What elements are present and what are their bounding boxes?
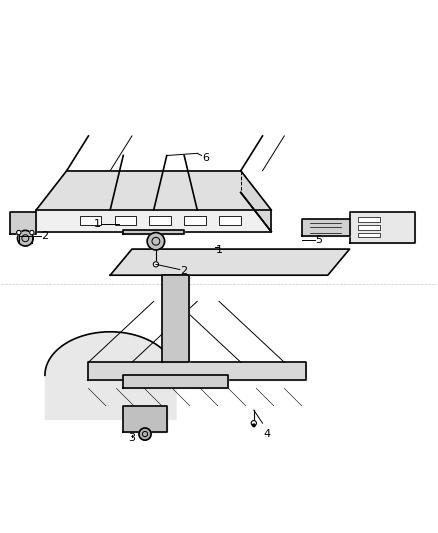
Bar — [219, 216, 241, 225]
Circle shape — [18, 230, 33, 246]
Circle shape — [30, 230, 34, 235]
Bar — [358, 232, 380, 237]
Polygon shape — [36, 210, 271, 232]
Polygon shape — [162, 275, 188, 362]
Circle shape — [147, 232, 165, 250]
Polygon shape — [241, 171, 271, 232]
Text: 6: 6 — [202, 152, 209, 163]
Polygon shape — [350, 212, 415, 243]
Polygon shape — [110, 249, 350, 275]
Polygon shape — [302, 219, 350, 236]
Circle shape — [253, 424, 255, 426]
Text: 2: 2 — [180, 266, 188, 276]
Polygon shape — [10, 212, 36, 234]
Bar — [358, 217, 380, 222]
Polygon shape — [123, 230, 184, 234]
Bar — [115, 216, 136, 225]
Text: 4: 4 — [263, 429, 270, 439]
Polygon shape — [123, 406, 167, 432]
Bar — [184, 216, 206, 225]
Circle shape — [17, 230, 21, 235]
Bar — [80, 216, 102, 225]
Bar — [149, 216, 171, 225]
Text: 3: 3 — [128, 433, 135, 442]
Polygon shape — [36, 171, 271, 210]
Bar — [358, 225, 380, 230]
Polygon shape — [123, 375, 228, 389]
Circle shape — [139, 428, 151, 440]
Polygon shape — [88, 362, 306, 379]
Text: 5: 5 — [316, 235, 323, 245]
Text: 1: 1 — [215, 245, 223, 255]
Text: 1: 1 — [94, 219, 101, 229]
Text: 2: 2 — [41, 231, 49, 241]
Circle shape — [251, 421, 256, 426]
Circle shape — [153, 262, 159, 267]
